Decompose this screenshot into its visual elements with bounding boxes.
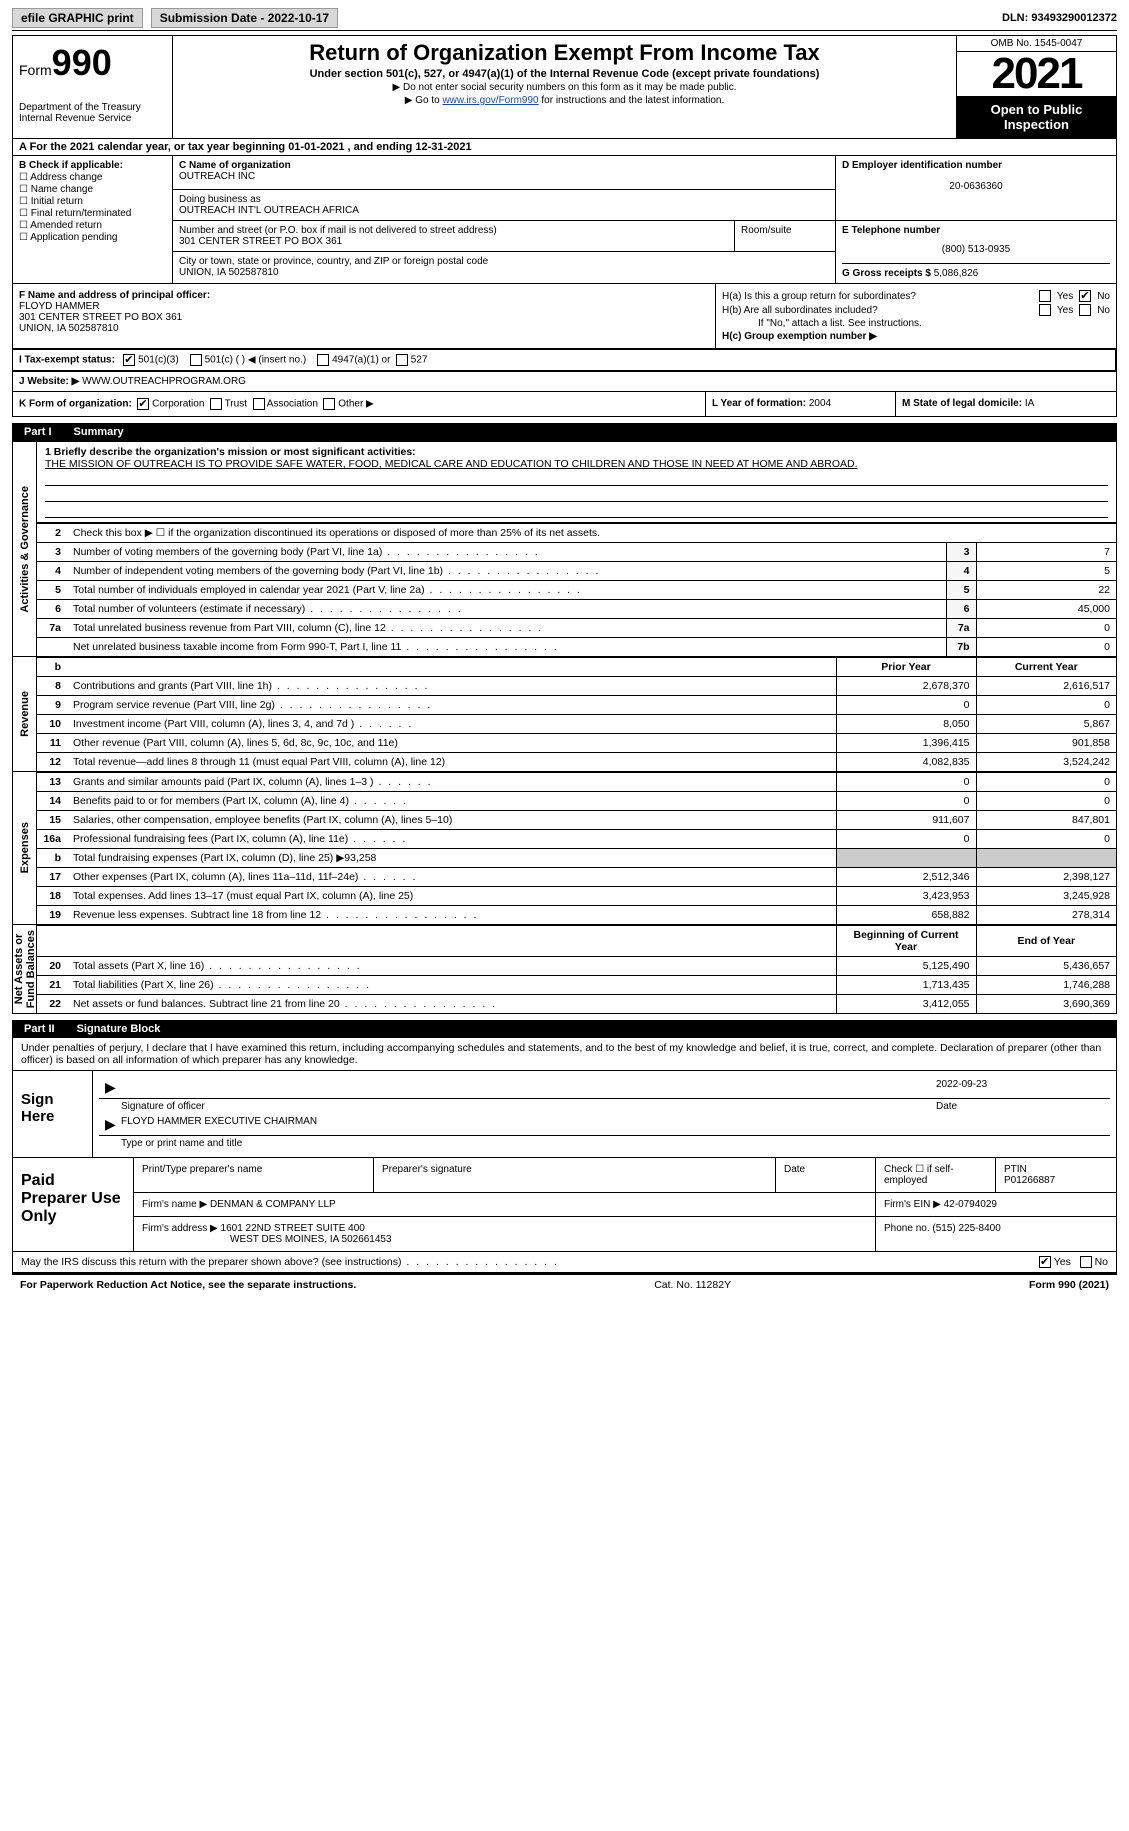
hb-label: H(b) Are all subordinates included?: [722, 305, 1033, 316]
date-label: Date: [930, 1101, 1110, 1112]
paperwork-notice: For Paperwork Reduction Act Notice, see …: [20, 1279, 356, 1291]
room-suite-label: Room/suite: [735, 221, 835, 251]
tax-year: 2021: [957, 52, 1116, 96]
signature-arrow-icon: ▶: [99, 1079, 115, 1096]
check-name-change[interactable]: ☐ Name change: [19, 184, 166, 195]
open-inspection-badge: Open to Public Inspection: [957, 96, 1116, 138]
type-name-label: Type or print name and title: [115, 1138, 248, 1149]
preparer-sig-label: Preparer's signature: [374, 1158, 776, 1192]
firm-addr1: 1601 22ND STREET SUITE 400: [221, 1223, 365, 1234]
e-phone-label: E Telephone number: [842, 225, 1110, 236]
check-address-change[interactable]: ☐ Address change: [19, 172, 166, 183]
dln-label: DLN: 93493290012372: [1002, 12, 1117, 24]
k-trust-checkbox[interactable]: [210, 398, 222, 410]
self-employed-check[interactable]: Check ☐ if self-employed: [876, 1158, 996, 1192]
perjury-statement: Under penalties of perjury, I declare th…: [13, 1038, 1116, 1070]
officer-name-title: FLOYD HAMMER EXECUTIVE CHAIRMAN: [115, 1116, 1110, 1133]
preparer-name-label: Print/Type preparer's name: [134, 1158, 374, 1192]
year-formation: 2004: [809, 398, 831, 409]
side-expenses: Expenses: [13, 772, 37, 924]
k-label: K Form of organization:: [19, 399, 132, 410]
j-website-label: J Website: ▶: [19, 376, 82, 387]
check-amended-return[interactable]: ☐ Amended return: [19, 220, 166, 231]
check-final-return[interactable]: ☐ Final return/terminated: [19, 208, 166, 219]
form-title: Return of Organization Exempt From Incom…: [183, 40, 946, 66]
k-corp-checkbox[interactable]: [137, 398, 149, 410]
hc-label: H(c) Group exemption number ▶: [722, 331, 1110, 342]
form-number: Form990: [19, 42, 166, 84]
state-domicile: IA: [1025, 398, 1034, 409]
submission-date-button[interactable]: Submission Date - 2022-10-17: [151, 8, 338, 28]
d-ein-label: D Employer identification number: [842, 160, 1110, 171]
g-gross-label: G Gross receipts $: [842, 268, 934, 279]
firm-name: DENMAN & COMPANY LLP: [210, 1199, 336, 1210]
side-revenue: Revenue: [13, 657, 37, 771]
sign-date: 2022-09-23: [930, 1079, 1110, 1096]
c-name-label: C Name of organization: [179, 160, 829, 171]
ha-yes-checkbox[interactable]: [1039, 290, 1051, 302]
line1-label: 1 Briefly describe the organization's mi…: [45, 446, 1108, 458]
sign-here-label: Sign Here: [13, 1071, 93, 1157]
check-initial-return[interactable]: ☐ Initial return: [19, 196, 166, 207]
instruction-line-1: ▶ Do not enter social security numbers o…: [183, 82, 946, 93]
mission-text: THE MISSION OF OUTREACH IS TO PROVIDE SA…: [45, 458, 1108, 470]
form-subtitle: Under section 501(c), 527, or 4947(a)(1)…: [183, 68, 946, 80]
phone-value: (800) 513-0935: [842, 244, 1110, 255]
part2-header: Part II Signature Block: [12, 1020, 1117, 1038]
dba-value: OUTREACH INT'L OUTREACH AFRICA: [179, 205, 829, 216]
ha-no-checkbox[interactable]: [1079, 290, 1091, 302]
k-other-checkbox[interactable]: [323, 398, 335, 410]
discuss-question: May the IRS discuss this return with the…: [21, 1256, 559, 1268]
instruction-line-2: ▶ Go to www.irs.gov/Form990 for instruct…: [183, 95, 946, 106]
check-application-pending[interactable]: ☐ Application pending: [19, 232, 166, 243]
firm-ein: 42-0794029: [944, 1199, 997, 1210]
form-ref: Form 990 (2021): [1029, 1279, 1109, 1291]
paid-preparer-label: Paid Preparer Use Only: [13, 1158, 133, 1251]
org-name: OUTREACH INC: [179, 171, 829, 182]
sig-officer-label: Signature of officer: [115, 1101, 930, 1112]
ptin-value: P01266887: [1004, 1175, 1055, 1186]
side-net-assets: Net Assets or Fund Balances: [13, 925, 37, 1013]
part1-header: Part I Summary: [12, 423, 1117, 441]
form-header: Form990 Department of the Treasury Inter…: [12, 35, 1117, 139]
ein-value: 20-0636360: [842, 181, 1110, 192]
website-value: WWW.OUTREACHPROGRAM.ORG: [82, 376, 246, 387]
top-toolbar: efile GRAPHIC print Submission Date - 20…: [12, 8, 1117, 31]
i-501c3-checkbox[interactable]: [123, 354, 135, 366]
side-activities-governance: Activities & Governance: [13, 442, 37, 656]
city-value: UNION, IA 502587810: [179, 267, 829, 278]
firm-addr2: WEST DES MOINES, IA 502661453: [142, 1234, 392, 1245]
i-501c-checkbox[interactable]: [190, 354, 202, 366]
k-assoc-checkbox[interactable]: [253, 398, 265, 410]
officer-name: FLOYD HAMMER: [19, 301, 709, 312]
dept-label: Department of the Treasury Internal Reve…: [19, 102, 166, 124]
hb-yes-checkbox[interactable]: [1039, 304, 1051, 316]
street-label: Number and street (or P.O. box if mail i…: [179, 225, 728, 236]
f-officer-label: F Name and address of principal officer:: [19, 290, 709, 301]
signature-arrow-icon: ▶: [99, 1116, 115, 1133]
i-label: I Tax-exempt status:: [19, 355, 115, 366]
line2-text: Check this box ▶ ☐ if the organization d…: [67, 524, 1116, 543]
row-a-calendar-year: A For the 2021 calendar year, or tax yea…: [13, 139, 1116, 155]
ha-label: H(a) Is this a group return for subordin…: [722, 291, 1033, 302]
discuss-yes-checkbox[interactable]: [1039, 1256, 1051, 1268]
section-b-checkboxes: B Check if applicable: ☐ Address change …: [13, 156, 173, 283]
cat-number: Cat. No. 11282Y: [654, 1279, 731, 1291]
dba-label: Doing business as: [179, 194, 829, 205]
irs-form990-link[interactable]: www.irs.gov/Form990: [442, 95, 538, 106]
city-label: City or town, state or province, country…: [179, 256, 829, 267]
firm-phone: (515) 225-8400: [932, 1223, 1000, 1234]
efile-print-button[interactable]: efile GRAPHIC print: [12, 8, 143, 28]
officer-addr1: 301 CENTER STREET PO BOX 361: [19, 312, 709, 323]
gross-receipts-value: 5,086,826: [934, 268, 979, 279]
street-value: 301 CENTER STREET PO BOX 361: [179, 236, 728, 247]
hb-no-checkbox[interactable]: [1079, 304, 1091, 316]
preparer-date-label: Date: [776, 1158, 876, 1192]
hb-note: If "No," attach a list. See instructions…: [722, 318, 1110, 329]
officer-addr2: UNION, IA 502587810: [19, 323, 709, 334]
i-4947-checkbox[interactable]: [317, 354, 329, 366]
i-527-checkbox[interactable]: [396, 354, 408, 366]
discuss-no-checkbox[interactable]: [1080, 1256, 1092, 1268]
